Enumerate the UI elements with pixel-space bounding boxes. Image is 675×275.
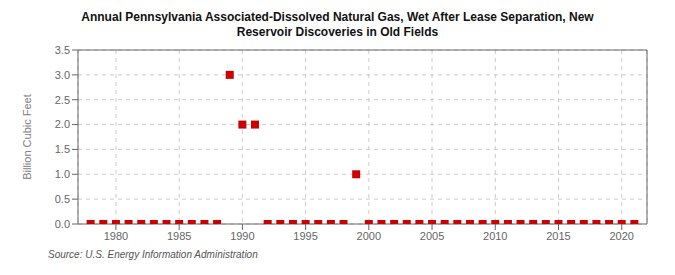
svg-text:1995: 1995 — [293, 230, 317, 242]
svg-text:2.0: 2.0 — [55, 118, 70, 130]
svg-text:2015: 2015 — [546, 230, 570, 242]
svg-text:1985: 1985 — [167, 230, 191, 242]
svg-text:0.5: 0.5 — [55, 193, 70, 205]
svg-text:1980: 1980 — [104, 230, 128, 242]
svg-text:3.5: 3.5 — [55, 44, 70, 56]
svg-text:3.0: 3.0 — [55, 69, 70, 81]
svg-text:1.5: 1.5 — [55, 143, 70, 155]
html-text:Reservoir Discoveries in Old F: Reservoir Discoveries in Old Fields — [236, 25, 439, 39]
svg-text:2005: 2005 — [420, 230, 444, 242]
html-text:Source: U.S. Energy Informatio: Source: U.S. Energy Information Administ… — [48, 249, 258, 260]
html-text:Annual Pennsylvania Associated: Annual Pennsylvania Associated-Dissolved… — [81, 10, 594, 24]
svg-text:1.0: 1.0 — [55, 168, 70, 180]
svg-text:1990: 1990 — [230, 230, 254, 242]
svg-text:2010: 2010 — [483, 230, 507, 242]
svg-text:2.5: 2.5 — [55, 94, 70, 106]
svg-text:0.0: 0.0 — [55, 218, 70, 230]
svg-text:2020: 2020 — [609, 230, 633, 242]
svg-text:2000: 2000 — [357, 230, 381, 242]
svg-text:Billion Cubic Feet: Billion Cubic Feet — [21, 94, 33, 180]
